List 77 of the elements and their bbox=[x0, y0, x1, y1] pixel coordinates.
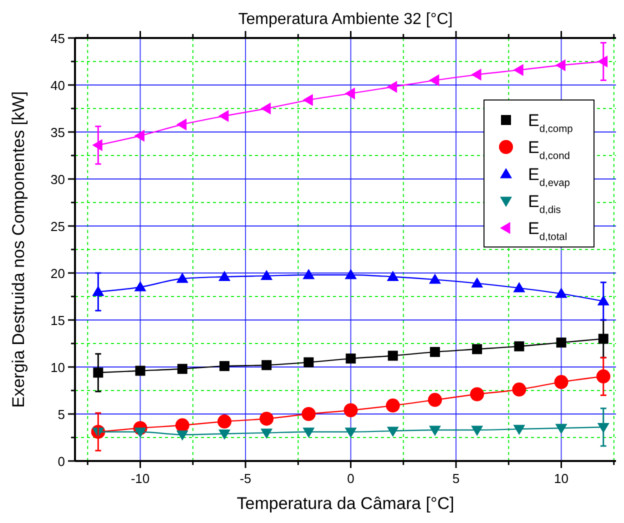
point bbox=[346, 354, 356, 364]
point bbox=[555, 288, 568, 298]
point bbox=[176, 272, 188, 283]
point bbox=[472, 344, 482, 354]
point bbox=[217, 414, 232, 429]
point bbox=[513, 64, 524, 76]
point bbox=[262, 360, 272, 370]
point bbox=[219, 361, 230, 372]
y-tick-label: 20 bbox=[50, 266, 65, 281]
point bbox=[513, 282, 526, 292]
point bbox=[470, 387, 484, 402]
point bbox=[554, 375, 568, 390]
point bbox=[388, 350, 398, 361]
point bbox=[512, 382, 526, 397]
point bbox=[302, 268, 315, 280]
x-tick-label: -5 bbox=[240, 471, 252, 486]
point bbox=[218, 110, 229, 122]
legend-label: E$_{d,cond}$ bbox=[528, 138, 570, 162]
point bbox=[386, 270, 399, 281]
point bbox=[344, 87, 355, 100]
y-tick-label: 15 bbox=[50, 313, 65, 328]
y-tick-label: 30 bbox=[50, 172, 65, 187]
point bbox=[175, 418, 190, 432]
x-axis-title: Temperatura da Câmara [°C] bbox=[236, 494, 454, 513]
point bbox=[344, 268, 357, 280]
legend-label: E$_{d,dis}$ bbox=[528, 192, 561, 216]
point bbox=[260, 270, 273, 280]
point bbox=[471, 426, 484, 436]
x-tick-label: 0 bbox=[347, 471, 354, 486]
legend-label: E$_{d,comp}$ bbox=[528, 111, 574, 134]
point bbox=[513, 424, 526, 436]
y-tick-label: 45 bbox=[50, 31, 65, 46]
y-tick-label: 40 bbox=[50, 78, 65, 93]
point bbox=[556, 338, 566, 348]
x-tick-label: -10 bbox=[130, 471, 150, 486]
x-tick-label: 5 bbox=[452, 471, 460, 486]
point bbox=[260, 102, 271, 114]
chart-title: Temperatura Ambiente 32 [°C] bbox=[238, 11, 453, 28]
y-axis-title: Exergia Destruida nos Componentes [kW] bbox=[9, 91, 28, 408]
point bbox=[260, 412, 274, 426]
point bbox=[218, 430, 230, 440]
point bbox=[344, 403, 358, 418]
point bbox=[176, 430, 188, 441]
point bbox=[134, 130, 144, 142]
point bbox=[428, 392, 442, 407]
point bbox=[134, 428, 146, 438]
point bbox=[428, 74, 440, 86]
x-tick-label: 10 bbox=[554, 471, 569, 486]
point bbox=[471, 277, 484, 288]
point bbox=[514, 341, 524, 352]
point bbox=[471, 68, 482, 81]
point bbox=[302, 428, 315, 438]
point bbox=[428, 426, 441, 436]
point bbox=[134, 281, 146, 292]
point bbox=[344, 428, 357, 438]
point bbox=[302, 94, 313, 106]
legend-label: E$_{d,evap}$ bbox=[528, 165, 570, 188]
y-tick-label: 25 bbox=[50, 219, 65, 234]
point bbox=[386, 80, 398, 93]
point bbox=[428, 274, 441, 284]
point bbox=[555, 424, 568, 434]
point bbox=[304, 357, 314, 368]
point bbox=[430, 346, 440, 357]
y-tick-label: 10 bbox=[50, 360, 65, 375]
point bbox=[218, 270, 230, 281]
y-tick-label: 5 bbox=[58, 407, 65, 422]
point bbox=[135, 366, 146, 376]
legend-label: E$_{d,total}$ bbox=[528, 219, 568, 242]
y-tick-label: 35 bbox=[50, 125, 65, 140]
point bbox=[176, 118, 187, 130]
point bbox=[177, 364, 188, 374]
y-tick-label: 0 bbox=[58, 454, 65, 469]
point bbox=[260, 428, 273, 439]
point bbox=[302, 407, 316, 421]
point bbox=[555, 59, 566, 72]
point bbox=[386, 426, 399, 437]
point bbox=[386, 398, 400, 413]
